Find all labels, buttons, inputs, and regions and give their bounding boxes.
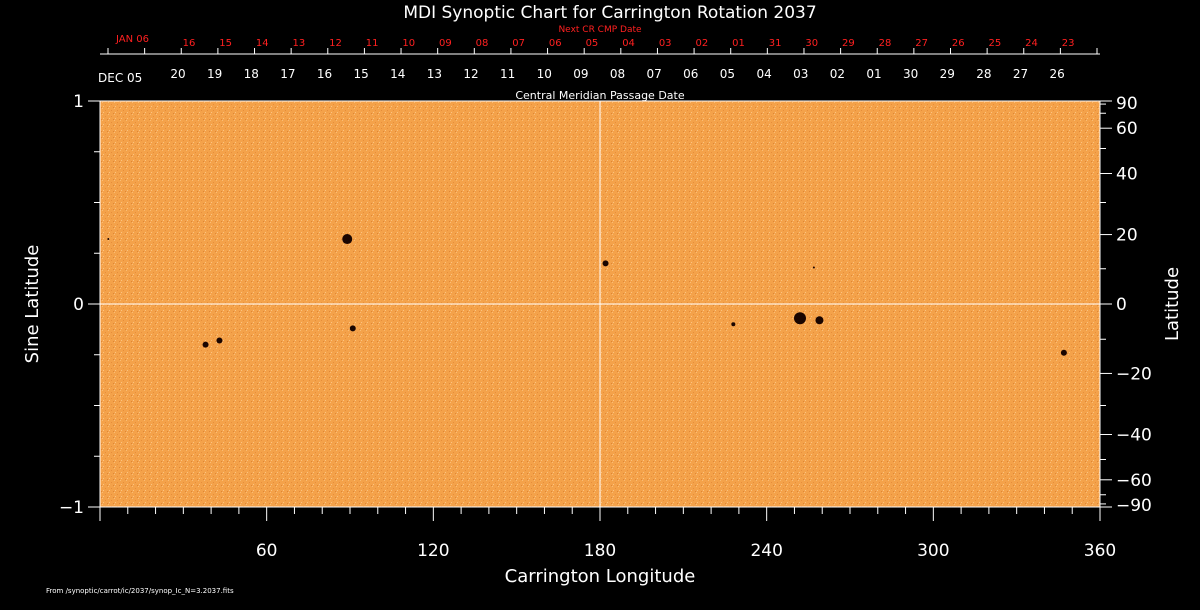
- cmp-date-label: 06: [683, 67, 698, 81]
- next-cmp-date-label: 04: [622, 38, 635, 49]
- next-cmp-date-label: 25: [988, 38, 1001, 49]
- next-cmp-date-label: 24: [1025, 38, 1038, 49]
- cmp-date-label: 29: [940, 67, 955, 81]
- sunspot: [815, 316, 824, 325]
- next-cmp-date-label: 15: [219, 38, 232, 49]
- x-axis: 60 120 180 240 300 360: [99, 507, 1116, 561]
- sunspot: [794, 312, 806, 325]
- cmp-date-label: 04: [756, 67, 771, 81]
- sunspot: [216, 337, 223, 344]
- next-cmp-date-label: 23: [1062, 38, 1075, 49]
- next-cmp-date-label: 02: [695, 38, 708, 49]
- y-right-axis: 90 60 40 20 0 −20 −40 −60 −90: [1100, 94, 1152, 516]
- next-cmp-date-label: 14: [256, 38, 269, 49]
- cmp-date-label: 09: [573, 67, 588, 81]
- sunspot: [602, 260, 609, 267]
- x-axis-label: Carrington Longitude: [505, 566, 696, 587]
- cmp-axis-label: Central Meridian Passage Date: [515, 89, 684, 102]
- cmp-date-label: 07: [647, 67, 662, 81]
- next-cmp-date-label: 08: [476, 38, 489, 49]
- next-cmp-date-label: 30: [805, 38, 818, 49]
- x-tick-label: 120: [417, 541, 449, 561]
- y-right-tick-label: 20: [1116, 226, 1138, 246]
- next-cmp-label: Next CR CMP Date: [558, 25, 642, 35]
- next-cmp-date-label: 16: [183, 38, 196, 49]
- cmp-date-label: 02: [830, 67, 845, 81]
- cmp-date-label: 18: [244, 67, 259, 81]
- cmp-date-label: 08: [610, 67, 625, 81]
- chart-title: MDI Synoptic Chart for Carrington Rotati…: [403, 3, 816, 23]
- y-right-tick-label: 40: [1116, 165, 1138, 185]
- cmp-date-label: 17: [280, 67, 295, 81]
- next-cmp-date-label: 31: [769, 38, 782, 49]
- next-cmp-date-label: 26: [952, 38, 965, 49]
- cmp-date-label: 19: [207, 67, 222, 81]
- x-tick-label: 180: [584, 541, 616, 561]
- sunspot: [1060, 349, 1067, 356]
- source-footer: From /synoptic/carrot/ic/2037/synop_Ic_N…: [46, 587, 234, 595]
- y-right-tick-label: −60: [1116, 471, 1152, 491]
- x-tick-label: 360: [1084, 541, 1116, 561]
- x-tick-label: 240: [750, 541, 782, 561]
- cmp-date-label: 15: [354, 67, 369, 81]
- sunspot: [812, 266, 815, 269]
- sunspot: [342, 234, 353, 245]
- y-left-axis-label: Sine Latitude: [22, 245, 43, 364]
- next-cmp-date-label: 12: [329, 38, 342, 49]
- cmp-date-label: 05: [720, 67, 735, 81]
- next-cmp-date-label: 29: [842, 38, 855, 49]
- cmp-date-label: 13: [427, 67, 442, 81]
- cmp-date-label: 10: [537, 67, 552, 81]
- cmp-date-label: 16: [317, 67, 332, 81]
- next-cmp-date-label: 27: [915, 38, 928, 49]
- y-right-tick-label: −40: [1116, 425, 1152, 445]
- cmp-date-label: 12: [463, 67, 478, 81]
- y-left-axis: 1 0 −1: [59, 92, 100, 518]
- cmp-date-label: 20: [170, 67, 185, 81]
- sunspot: [202, 341, 209, 348]
- y-left-tick-label: 1: [73, 92, 84, 112]
- next-cmp-start-label: JAN 06: [115, 34, 149, 45]
- cmp-date-label: 01: [866, 67, 881, 81]
- x-tick-label: 300: [917, 541, 949, 561]
- cmp-date-label: 11: [500, 67, 515, 81]
- y-right-tick-label: −90: [1116, 496, 1152, 516]
- sunspot: [107, 238, 110, 241]
- cmp-date-label: 26: [1049, 67, 1064, 81]
- next-cmp-date-label: 11: [366, 38, 379, 49]
- next-cmp-date-label: 01: [732, 38, 745, 49]
- next-cmp-date-label: 13: [293, 38, 306, 49]
- next-cmp-date-label: 03: [659, 38, 672, 49]
- next-cmp-date-label: 06: [549, 38, 562, 49]
- y-right-tick-label: 0: [1116, 295, 1127, 315]
- next-cmp-date-label: 07: [512, 38, 525, 49]
- cmp-date-label: 27: [1013, 67, 1028, 81]
- cmp-date-label: 30: [903, 67, 918, 81]
- x-tick-label: 60: [256, 541, 278, 561]
- cmp-date-label: 03: [793, 67, 808, 81]
- y-right-tick-label: 90: [1116, 94, 1138, 114]
- next-cmp-date-label: 28: [879, 38, 892, 49]
- plot-area: [99, 100, 1101, 508]
- y-right-tick-label: 60: [1116, 119, 1138, 139]
- y-right-axis-label: Latitude: [1162, 267, 1183, 341]
- y-left-tick-label: −1: [59, 498, 84, 518]
- y-right-tick-label: −20: [1116, 364, 1152, 384]
- next-cmp-axis: Next CR CMP Date JAN 06 16 15 14 13 12 11 10 09…: [100, 25, 1100, 55]
- sunspot: [349, 325, 356, 332]
- cmp-date-axis: DEC 05 20 19 18 17 16 15 14 13 12 11 10 09 08 07 06 05 0…: [98, 67, 1065, 102]
- next-cmp-date-label: 09: [439, 38, 452, 49]
- next-cmp-date-label: 05: [586, 38, 599, 49]
- y-left-tick-label: 0: [73, 295, 84, 315]
- sunspot: [731, 322, 736, 327]
- cmp-start-label: DEC 05: [98, 71, 142, 85]
- cmp-date-label: 14: [390, 67, 405, 81]
- cmp-date-label: 28: [976, 67, 991, 81]
- next-cmp-date-label: 10: [402, 38, 415, 49]
